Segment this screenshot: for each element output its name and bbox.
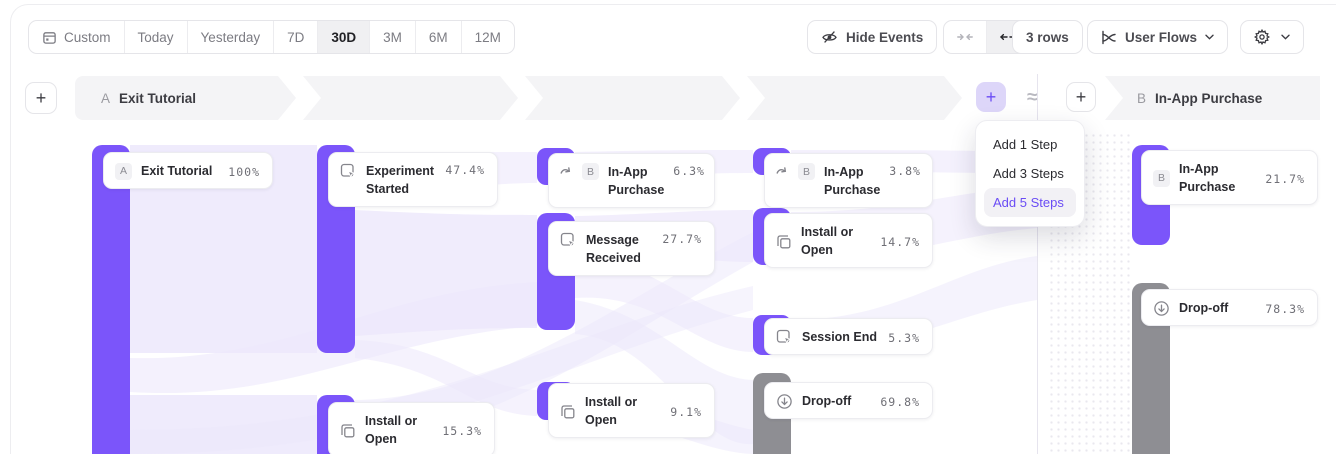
- indirect-arrow-icon: [560, 167, 571, 174]
- node-percentage: 27.7%: [662, 232, 702, 246]
- app-windows-icon: [777, 234, 791, 249]
- gear-icon: [1254, 29, 1270, 45]
- add-ending-step-button[interactable]: +: [1066, 82, 1096, 112]
- flow-bar-exit-tutorial[interactable]: [92, 145, 130, 454]
- flow-node-install-or-open[interactable]: Install or Open 9.1%: [548, 383, 715, 439]
- add-steps-button-active[interactable]: +: [976, 82, 1006, 112]
- step-a-band: A Exit Tutorial: [75, 76, 962, 120]
- node-percentage: 9.1%: [670, 404, 702, 419]
- collapse-columns-button[interactable]: [944, 21, 987, 53]
- click-event-icon: [340, 163, 357, 179]
- flow-node-install-or-open[interactable]: Install or Open 14.7%: [764, 213, 933, 269]
- step-letter-badge: B: [1153, 169, 1170, 187]
- app-windows-icon: [561, 404, 575, 419]
- chevron-down-icon: [1205, 34, 1214, 40]
- node-percentage: 100%: [228, 164, 260, 179]
- flow-node-in-app-purchase[interactable]: B In-App Purchase 6.3%: [548, 153, 715, 209]
- node-percentage: 5.3%: [888, 330, 920, 345]
- date-range-today[interactable]: Today: [125, 21, 188, 53]
- view-selector-button[interactable]: User Flows: [1087, 20, 1229, 54]
- band-segment: [303, 76, 518, 120]
- date-range-custom[interactable]: Custom: [29, 21, 125, 53]
- flow-node-in-app-purchase-b[interactable]: B In-App Purchase 21.7%: [1141, 150, 1318, 206]
- step-a-band-segment[interactable]: A Exit Tutorial: [75, 76, 296, 120]
- date-range-12m[interactable]: 12M: [474, 29, 501, 45]
- step-letter-badge: B: [582, 163, 599, 180]
- node-percentage: 14.7%: [880, 234, 920, 249]
- node-percentage: 21.7%: [1265, 171, 1305, 186]
- band-segment: [525, 76, 740, 120]
- menu-item-add-3-steps[interactable]: Add 3 Steps: [993, 166, 1064, 181]
- node-percentage: 69.8%: [880, 394, 920, 409]
- step-b-band[interactable]: B In-App Purchase: [1105, 76, 1320, 120]
- add-steps-menu: Add 1 Step Add 3 Steps Add 5 Steps: [975, 120, 1085, 227]
- calendar-icon: [43, 31, 56, 44]
- band-segment: [747, 76, 962, 120]
- menu-item-add-1-step[interactable]: Add 1 Step: [993, 137, 1058, 152]
- indirect-arrow-icon: [776, 167, 787, 174]
- step-b-letter: B: [1137, 90, 1147, 106]
- click-event-icon: [776, 329, 793, 345]
- eye-slash-icon: [822, 31, 837, 43]
- flow-node-drop-off-b[interactable]: Drop-off 78.3%: [1141, 289, 1318, 327]
- plus-icon: +: [985, 86, 997, 107]
- date-range-yesterday[interactable]: Yesterday: [188, 21, 275, 53]
- drop-off-icon: [1154, 301, 1169, 316]
- view-selector-label: User Flows: [1125, 29, 1198, 45]
- add-starting-step-button[interactable]: +: [25, 82, 57, 114]
- flow-node-experiment-started[interactable]: Experiment Started 47.4%: [328, 152, 498, 208]
- flow-node-in-app-purchase[interactable]: B In-App Purchase 3.8%: [764, 153, 933, 209]
- click-event-icon: [560, 232, 577, 248]
- drop-off-icon: [777, 394, 792, 409]
- user-flows-icon: [1102, 30, 1116, 44]
- flow-node-exit-tutorial[interactable]: A Exit Tutorial 100%: [103, 152, 273, 190]
- date-range-30d[interactable]: 30D: [318, 21, 371, 53]
- date-range-control: Custom Today Yesterday 7D 30D 3M 6M 12M: [28, 20, 515, 54]
- chevron-down-icon: [1281, 34, 1290, 40]
- node-percentage: 15.3%: [442, 423, 482, 438]
- date-range-label: Custom: [64, 29, 111, 45]
- app-windows-icon: [341, 423, 355, 438]
- flow-section-divider: [1037, 74, 1038, 454]
- node-percentage: 3.8%: [889, 164, 921, 178]
- plus-icon: +: [1075, 86, 1087, 107]
- plus-icon: +: [35, 87, 47, 108]
- flow-node-message-received[interactable]: Message Received 27.7%: [548, 221, 715, 277]
- flow-node-drop-off[interactable]: Drop-off 69.8%: [764, 382, 933, 420]
- rows-count-button[interactable]: 3 rows: [1012, 20, 1083, 54]
- step-a-label: A Exit Tutorial: [101, 90, 197, 106]
- flow-node-session-end[interactable]: Session End 5.3%: [764, 318, 933, 356]
- settings-button[interactable]: [1240, 20, 1304, 54]
- node-percentage: 78.3%: [1265, 301, 1305, 316]
- date-range-6m[interactable]: 6M: [416, 21, 462, 53]
- hide-events-label: Hide Events: [846, 29, 924, 45]
- step-letter-badge: B: [798, 163, 815, 180]
- node-percentage: 47.4%: [445, 163, 485, 177]
- hide-events-button[interactable]: Hide Events: [807, 20, 938, 54]
- menu-item-add-5-steps[interactable]: Add 5 Steps: [984, 188, 1076, 217]
- rows-count-label: 3 rows: [1026, 29, 1069, 45]
- approximate-symbol: ≈: [1027, 87, 1037, 108]
- step-b-label: B In-App Purchase: [1137, 90, 1263, 106]
- node-percentage: 6.3%: [673, 164, 705, 178]
- step-a-letter: A: [101, 90, 111, 106]
- arrows-inward-icon: [957, 33, 973, 41]
- step-letter-badge: A: [115, 162, 132, 180]
- flow-node-install-or-open[interactable]: Install or Open 15.3%: [328, 402, 495, 454]
- date-range-3m[interactable]: 3M: [370, 21, 416, 53]
- date-range-7d[interactable]: 7D: [274, 21, 319, 53]
